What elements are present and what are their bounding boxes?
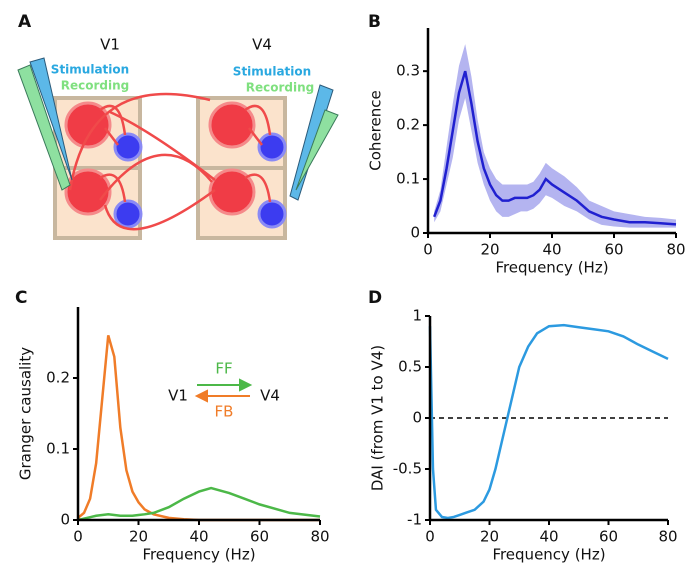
legend-node: V1 [168, 387, 188, 405]
panel-letter: B [368, 12, 381, 32]
data-line [77, 486, 321, 522]
data-line [428, 323, 669, 520]
x-tick-label: 20 [480, 528, 499, 546]
y-tick-label: 0.1 [396, 170, 420, 188]
data-line [433, 70, 677, 226]
region-label: V1 [100, 36, 120, 54]
y-tick-label: 0 [410, 224, 420, 242]
legend-label: FB [215, 403, 234, 421]
stimulation-label: Stimulation [233, 65, 311, 79]
x-tick-label: 60 [604, 241, 623, 259]
panel-a: A V1 V4 Stimulation Recording Stimulatio… [17, 12, 339, 240]
y-tick-label: 1 [412, 307, 422, 325]
x-tick-label: 0 [73, 528, 83, 546]
confidence-band [434, 44, 676, 228]
panel-letter: A [18, 12, 32, 32]
panel-letter: D [368, 288, 382, 308]
y-axis-label: Granger causality [17, 347, 35, 480]
x-tick-label: 80 [310, 528, 329, 546]
recording-label: Recording [61, 79, 130, 93]
x-tick-label: 80 [666, 241, 685, 259]
x-axis-label: Frequency (Hz) [142, 546, 255, 564]
y-tick-label: 0.3 [396, 62, 420, 80]
panel-letter: C [15, 288, 27, 308]
x-tick-label: 60 [250, 528, 269, 546]
y-tick-label: -1 [407, 511, 422, 529]
stimulation-label: Stimulation [51, 63, 129, 77]
x-tick-label: 0 [423, 241, 433, 259]
inhibitory-cells [113, 132, 287, 229]
y-tick-label: -0.5 [393, 460, 422, 478]
region-label: V4 [252, 36, 272, 54]
x-tick-label: 0 [425, 528, 435, 546]
y-tick-label: 0.2 [46, 369, 70, 387]
excitatory-cells [64, 101, 256, 216]
x-axis-label: Frequency (Hz) [492, 546, 605, 564]
y-axis-label: Coherence [367, 90, 385, 170]
x-tick-label: 40 [539, 528, 558, 546]
electrodes [17, 57, 339, 201]
legend-node: V4 [260, 387, 280, 405]
y-tick-label: 0 [60, 511, 70, 529]
x-axis-label: Frequency (Hz) [495, 259, 608, 277]
y-tick-label: 0 [412, 409, 422, 427]
x-tick-label: 80 [658, 528, 677, 546]
legend-label: FF [215, 360, 232, 378]
connections [68, 92, 272, 231]
ff-arrow [197, 378, 253, 392]
x-tick-label: 20 [129, 528, 148, 546]
x-tick-label: 60 [599, 528, 618, 546]
y-axis-label: DAI (from V1 to V4) [369, 345, 387, 491]
x-tick-label: 40 [542, 241, 561, 259]
y-tick-label: 0.2 [396, 116, 420, 134]
fb-arrow [194, 389, 250, 403]
x-tick-label: 20 [480, 241, 499, 259]
x-tick-label: 40 [189, 528, 208, 546]
y-tick-label: 0.5 [398, 358, 422, 376]
recording-label: Recording [246, 81, 315, 95]
y-tick-label: 0.1 [46, 440, 70, 458]
